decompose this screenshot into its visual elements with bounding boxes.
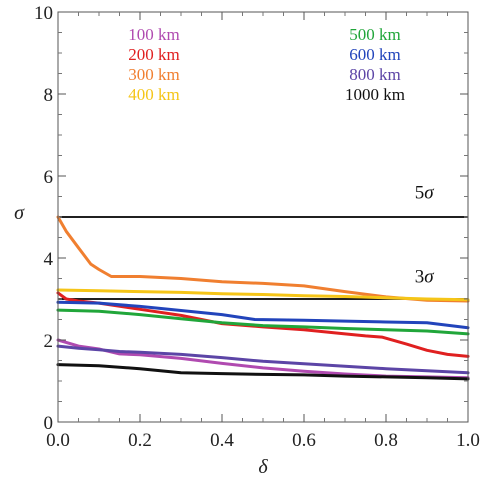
legend-entry-200-km: 200 km xyxy=(128,45,179,64)
x-axis-label: δ xyxy=(258,456,268,478)
legend-entry-600-km: 600 km xyxy=(349,45,400,64)
legend-entry-800-km: 800 km xyxy=(349,65,400,84)
x-tick-label: 0.2 xyxy=(128,430,152,451)
series-line-800-km xyxy=(56,344,470,375)
legend-entry-500-km: 500 km xyxy=(349,25,400,44)
y-tick-label: 4 xyxy=(44,249,54,270)
legend-entry-100-km: 100 km xyxy=(128,25,179,44)
series-line-600-km xyxy=(56,300,470,330)
series-line-500-km xyxy=(56,308,470,336)
x-tick-label: 1.0 xyxy=(456,430,480,451)
series-line-1000-km xyxy=(56,363,470,381)
axis-ticks: 0.0 0.2 0.4 0.6 0.8 1.0 0 2 4 6 8 10 xyxy=(34,3,480,451)
series-lines xyxy=(56,215,470,381)
x-tick-label: 0.8 xyxy=(374,430,398,451)
x-tick-label: 0.4 xyxy=(210,430,234,451)
series-line-400-km xyxy=(56,288,470,302)
legend-entry-1000-km: 1000 km xyxy=(345,85,405,104)
legend-entry-300-km: 300 km xyxy=(128,65,179,84)
x-tick-label: 0.0 xyxy=(46,430,70,451)
x-tick-label: 0.6 xyxy=(292,430,316,451)
y-tick-label: 8 xyxy=(44,85,54,106)
y-tick-label: 10 xyxy=(34,3,53,24)
reference-label-5sigma: 5σ xyxy=(415,183,435,204)
y-tick-label: 0 xyxy=(44,413,54,434)
y-tick-label: 6 xyxy=(44,167,54,188)
series-line-300-km xyxy=(56,215,470,303)
y-tick-label: 2 xyxy=(44,331,54,352)
reference-lines: 5σ 3σ xyxy=(58,183,468,300)
reference-label-3sigma: 3σ xyxy=(415,267,435,288)
legend-entry-400-km: 400 km xyxy=(128,85,179,104)
y-axis-label: σ xyxy=(14,202,25,224)
